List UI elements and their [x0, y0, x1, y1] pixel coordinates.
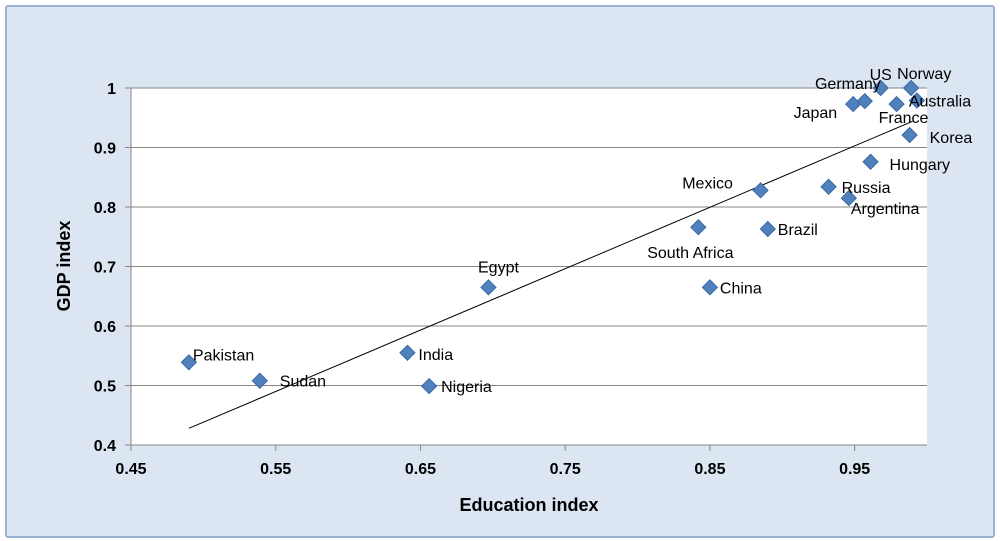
x-tick-label: 0.45 [115, 461, 146, 478]
point-label-south-africa: South Africa [647, 245, 733, 262]
point-pakistan [180, 354, 198, 371]
point-label-us: US [870, 67, 892, 84]
point-india [399, 344, 416, 361]
x-tick-label: 0.65 [405, 461, 436, 478]
point-label-russia: Russia [842, 180, 891, 197]
point-egypt [480, 279, 497, 296]
y-tick-labels: 0.4 0.5 0.6 0.7 0.8 0.9 1 [94, 81, 116, 455]
point-brazil [759, 220, 777, 238]
point-china [701, 279, 719, 296]
point-labels: Pakistan Sudan India Nigeria Egypt China South… [193, 66, 973, 396]
point-label-argentina: Argentina [851, 201, 920, 218]
y-tick-label: 0.5 [94, 379, 116, 396]
point-label-germany: Germany [815, 76, 881, 93]
point-label-brazil: Brazil [778, 222, 818, 239]
y-axis-title: GDP index [54, 221, 74, 312]
point-label-nigeria: Nigeria [441, 379, 492, 396]
point-label-sudan: Sudan [280, 374, 326, 391]
x-tick-label: 0.95 [839, 461, 870, 478]
point-hungary [862, 153, 879, 170]
point-label-china: China [720, 280, 762, 297]
x-tick-label: 0.75 [550, 461, 581, 478]
y-tick-label: 1 [107, 81, 116, 98]
x-tick-label: 0.85 [694, 461, 725, 478]
trendline-group [188, 120, 913, 429]
point-korea [901, 126, 918, 144]
point-label-india: India [418, 347, 453, 364]
point-australia [908, 92, 926, 109]
axes [125, 87, 927, 451]
x-tick-labels: 0.45 0.55 0.65 0.75 0.85 0.95 [115, 461, 870, 478]
point-sudan [251, 372, 269, 389]
x-tick-label: 0.55 [260, 461, 291, 478]
y-tick-label: 0.4 [94, 438, 116, 455]
point-russia [820, 178, 837, 195]
y-tick-label: 0.9 [94, 141, 116, 158]
point-germany [856, 92, 873, 110]
point-norway [902, 79, 920, 97]
gridlines [131, 87, 927, 386]
point-label-norway: Norway [897, 66, 951, 83]
point-label-france: France [879, 110, 929, 127]
point-label-korea: Korea [930, 130, 973, 147]
point-label-hungary: Hungary [890, 157, 950, 174]
y-tick-label: 0.6 [94, 319, 116, 336]
point-south-africa [690, 219, 707, 236]
x-axis-title: Education index [459, 495, 598, 515]
point-label-mexico: Mexico [682, 175, 733, 192]
point-mexico [752, 182, 769, 199]
data-points [180, 79, 926, 395]
y-tick-label: 0.7 [94, 260, 116, 277]
point-label-japan: Japan [794, 105, 838, 122]
point-argentina [840, 189, 858, 207]
point-france [888, 95, 905, 113]
point-label-pakistan: Pakistan [193, 347, 254, 364]
point-nigeria [420, 377, 438, 395]
point-us [872, 79, 889, 97]
trendline [188, 120, 913, 429]
point-label-egypt: Egypt [478, 259, 519, 276]
y-tick-label: 0.8 [94, 200, 116, 217]
point-label-australia: Australia [909, 93, 971, 110]
